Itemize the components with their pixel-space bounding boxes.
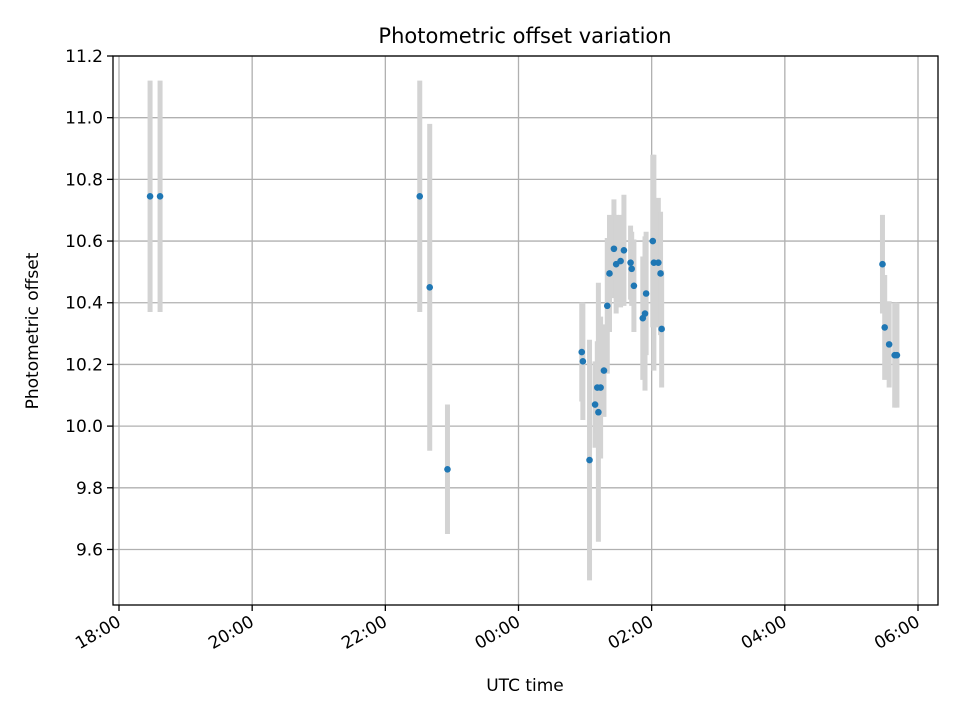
y-tick-label: 10.2 — [65, 355, 103, 375]
data-point — [606, 270, 613, 277]
data-point — [879, 260, 886, 268]
data-point — [628, 265, 635, 273]
y-tick-label: 10.4 — [65, 294, 103, 314]
data-point — [595, 408, 602, 416]
data-point — [641, 310, 649, 317]
y-tick-label: 10.0 — [65, 417, 103, 437]
data-point — [579, 358, 587, 365]
data-point — [885, 341, 893, 348]
data-points — [146, 193, 901, 473]
data-point — [610, 245, 618, 253]
data-point — [655, 259, 662, 266]
y-tick-label: 9.8 — [76, 479, 103, 499]
data-point — [649, 237, 657, 245]
data-point — [444, 465, 451, 473]
y-tick-label: 11.0 — [65, 109, 103, 129]
y-tick-label: 11.2 — [65, 47, 103, 67]
data-point — [642, 290, 650, 297]
y-tick-label: 10.6 — [65, 232, 103, 252]
data-point — [600, 367, 608, 374]
data-point — [416, 193, 424, 200]
y-axis-label: Photometric offset — [23, 252, 43, 409]
data-point — [630, 282, 638, 290]
data-point — [586, 456, 593, 464]
y-axis-ticks: 9.6 9.8 10.0 10.2 10.4 10.6 10.8 11.0 11.2 — [65, 47, 113, 560]
data-point — [603, 302, 611, 310]
data-point — [578, 348, 586, 356]
data-point — [591, 401, 599, 408]
y-tick-label: 10.8 — [65, 170, 103, 190]
data-point — [620, 247, 628, 254]
data-point — [617, 257, 624, 265]
data-point — [627, 259, 634, 266]
data-point — [426, 284, 434, 291]
data-point — [658, 325, 665, 333]
y-tick-label: 9.6 — [76, 540, 103, 560]
data-point — [657, 270, 664, 277]
x-axis-label: UTC time — [486, 676, 564, 696]
data-point — [893, 351, 901, 359]
data-point — [146, 193, 154, 200]
data-point — [881, 324, 889, 331]
plot-frame — [112, 55, 939, 606]
data-point — [597, 384, 604, 391]
chart-title: Photometric offset variation — [378, 24, 671, 48]
data-point — [156, 193, 164, 200]
